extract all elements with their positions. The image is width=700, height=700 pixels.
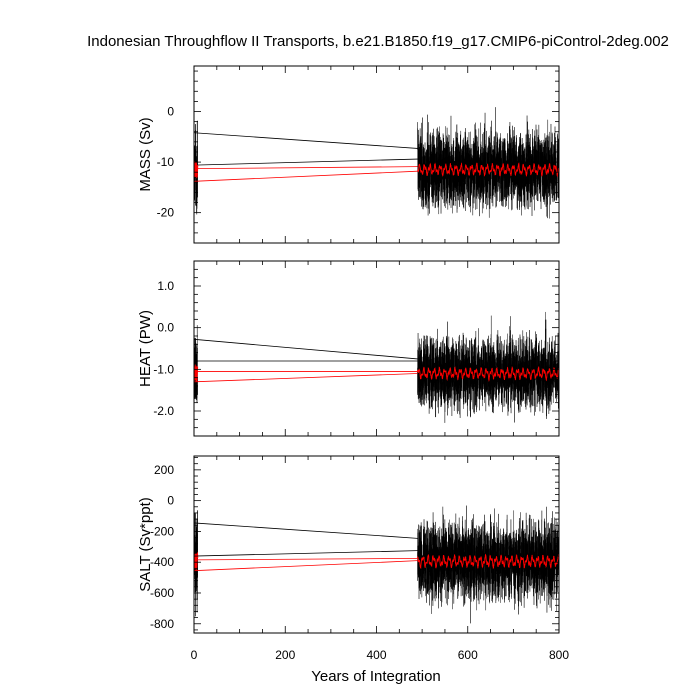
connector-line: [194, 522, 418, 539]
x-tick-label: 200: [275, 648, 295, 662]
panel-heat: 1.0 0.0 -1.0 -2.0 HEAT (PW): [137, 260, 560, 437]
connector-line: [194, 373, 418, 383]
y-axis-label: SALT (Sv*ppt): [137, 497, 154, 591]
connector-line: [194, 550, 418, 557]
y-tick-label: -600: [150, 586, 174, 600]
y-tick-label: 0: [167, 494, 174, 508]
raw-series-line: [417, 107, 559, 219]
y-tick-label: 0.0: [157, 321, 174, 335]
panel-mass: 0 -10 -20 MASS (Sv): [137, 65, 560, 244]
connector-line: [194, 338, 418, 360]
smooth-series-line: [417, 162, 559, 178]
connector-line: [194, 560, 418, 572]
plot-area: [194, 107, 559, 219]
chart-panels: 0 -10 -20 MASS (Sv) 1.0 0.0 -1.0 -2.0 HEAT (PW) 2…: [137, 65, 569, 662]
y-tick-label: 200: [154, 463, 174, 477]
connector-line: [194, 158, 418, 166]
x-axis-label: Years of Integration: [311, 668, 441, 685]
x-tick-label: 0: [191, 648, 198, 662]
y-axis-label: HEAT (PW): [137, 310, 154, 387]
y-tick-label: -20: [157, 206, 175, 220]
panel-salt: 200 0 -200 -400 -600 -800 SALT (Sv*ppt): [137, 455, 560, 634]
y-tick-label: -1.0: [153, 362, 174, 376]
connector-line: [194, 557, 418, 561]
y-axis-label: MASS (Sv): [137, 117, 154, 191]
y-tick-label: -400: [150, 555, 174, 569]
x-tick-label: 400: [366, 648, 386, 662]
smooth-series-early: [194, 161, 199, 179]
x-tick-label: 600: [458, 648, 478, 662]
connector-line: [194, 132, 418, 149]
smooth-series-line: [417, 366, 559, 382]
y-tick-label: -2.0: [153, 404, 174, 418]
connector-line: [194, 170, 418, 182]
x-tick-label: 800: [549, 648, 569, 662]
y-tick-label: -10: [157, 155, 175, 169]
plot-area: [194, 311, 559, 423]
y-tick-label: -200: [150, 524, 174, 538]
y-tick-label: 1.0: [157, 279, 174, 293]
chart-title: Indonesian Throughflow II Transports, b.…: [87, 33, 669, 50]
connector-line: [194, 166, 418, 170]
smooth-series-early: [194, 363, 199, 382]
raw-series-line: [417, 311, 559, 423]
panel-frame: [193, 455, 560, 634]
y-tick-label: -800: [150, 617, 174, 631]
y-tick-label: 0: [167, 105, 174, 119]
plot-area: [194, 505, 559, 624]
smooth-series-line: [417, 553, 559, 570]
